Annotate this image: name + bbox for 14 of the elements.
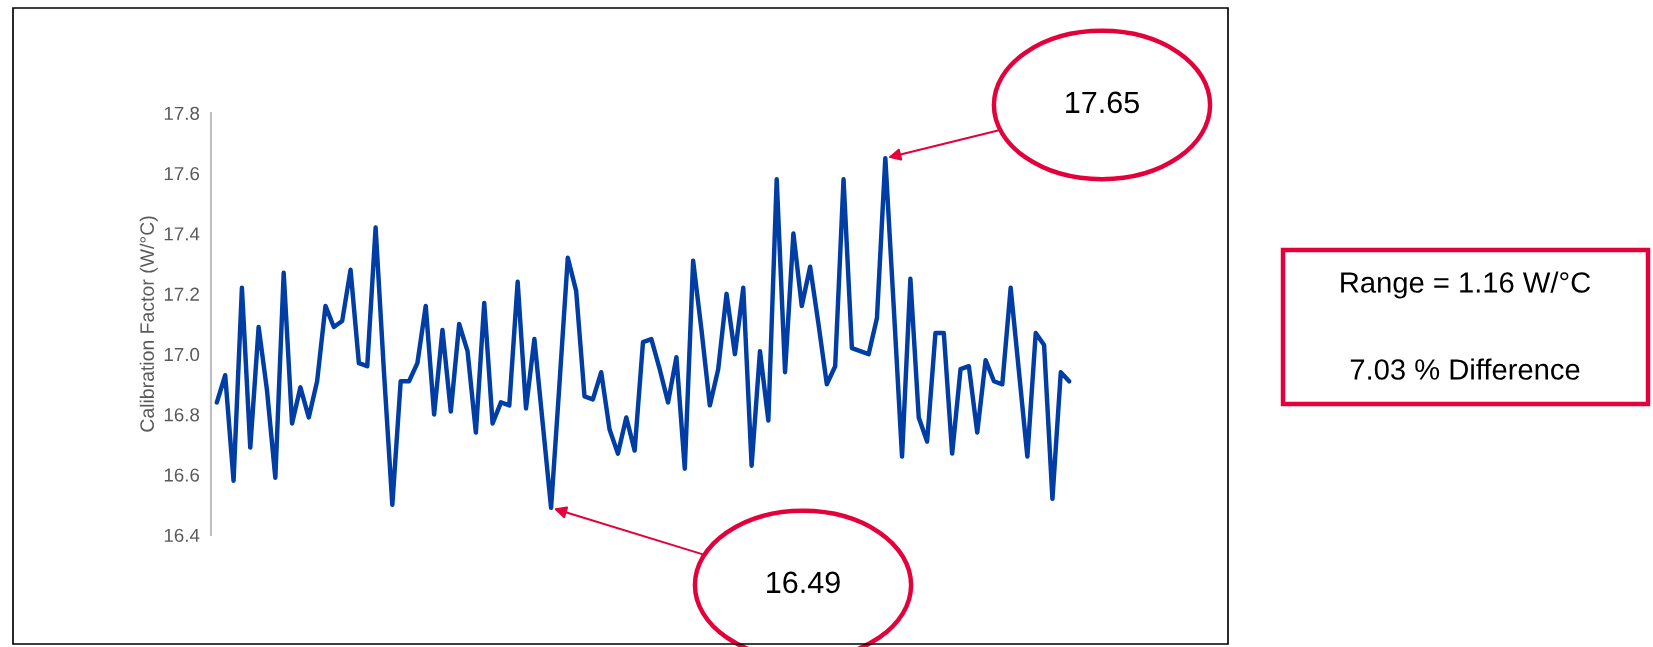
annotation: 17.65 (1066, 91, 1139, 114)
y-tick-label: 16.4 (164, 528, 200, 542)
y-tick-label: 16.8 (164, 408, 200, 422)
text: 7.03 % Difference (1350, 358, 1580, 380)
y-axis-title: Calibration Factor (W/°C) (139, 216, 158, 432)
y-tick-label: 17.0 (164, 347, 200, 362)
y-tick-label: 17.4 (164, 227, 200, 241)
y-tick-label: 16.6 (164, 468, 200, 482)
text: 16.49 (767, 571, 840, 594)
line-series (214, 155, 1072, 511)
y-tick-label: 17.8 (164, 106, 200, 120)
y-tick-label: 17.2 (164, 287, 199, 301)
y-tick-label: 17.6 (164, 166, 200, 181)
text: Range = 1.16 W/°C (1341, 271, 1591, 299)
